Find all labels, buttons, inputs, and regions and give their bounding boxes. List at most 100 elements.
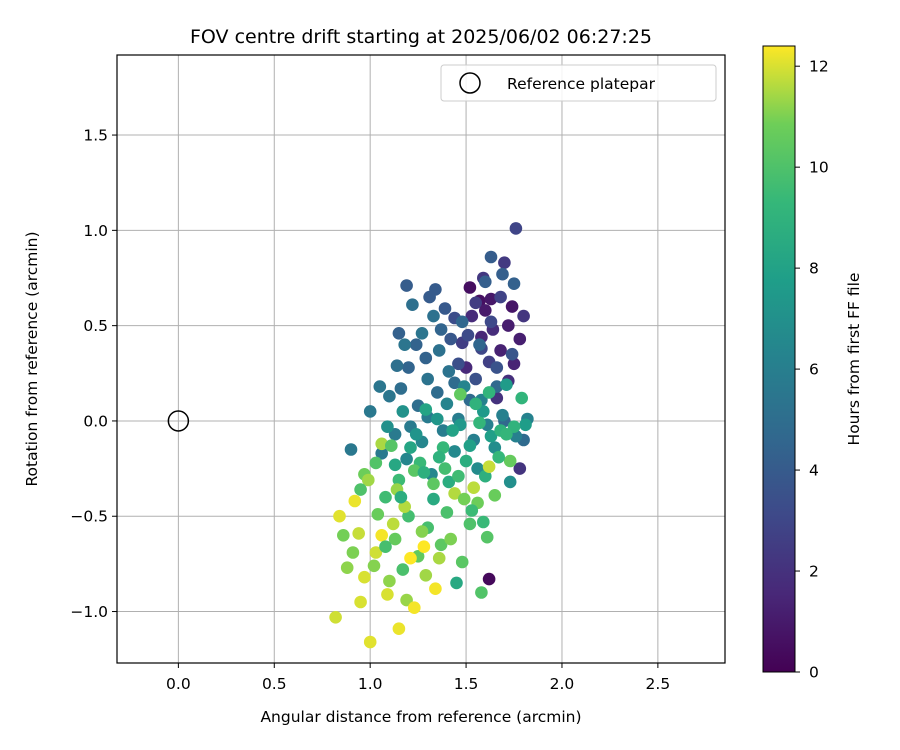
data-point — [440, 506, 454, 519]
y-tick-label: 0.5 — [83, 317, 108, 335]
data-point — [503, 475, 517, 489]
legend-entry-label: Reference platepar — [507, 75, 656, 93]
data-point — [402, 509, 415, 523]
data-point — [419, 351, 433, 365]
data-point — [479, 469, 492, 483]
data-point — [507, 277, 521, 291]
data-point — [390, 359, 404, 373]
data-point — [367, 559, 381, 573]
colorbar-tick-label: 4 — [809, 462, 819, 480]
data-point — [385, 439, 398, 453]
data-point — [513, 462, 527, 475]
data-point — [362, 473, 375, 487]
data-point — [417, 540, 431, 553]
data-point — [442, 365, 456, 378]
data-point — [432, 344, 446, 357]
data-point — [369, 456, 383, 470]
data-point — [373, 380, 387, 393]
data-point — [396, 405, 410, 418]
data-point — [496, 408, 509, 422]
data-point — [492, 450, 506, 464]
data-point — [358, 570, 371, 584]
y-tick-label: −1.0 — [70, 603, 108, 621]
x-axis-ticks: 0.0 0.5 1.0 1.5 2.0 2.5 — [166, 663, 670, 693]
data-point — [346, 546, 360, 559]
data-point — [379, 490, 392, 504]
data-point — [352, 527, 366, 540]
data-point — [388, 458, 402, 472]
colorbar-tick-label: 10 — [809, 159, 829, 177]
data-point — [498, 256, 511, 270]
data-points — [329, 222, 534, 649]
data-point — [479, 275, 492, 289]
y-tick-label: 1.0 — [83, 222, 108, 240]
data-point — [509, 429, 523, 443]
data-point — [419, 403, 433, 416]
x-tick-label: 0.5 — [262, 675, 287, 693]
x-tick-label: 1.5 — [454, 675, 479, 693]
data-point — [363, 635, 377, 649]
data-point — [442, 475, 456, 489]
data-point — [519, 418, 532, 432]
legend: Reference platepar — [440, 64, 717, 102]
data-point — [482, 386, 496, 399]
data-point — [354, 595, 367, 609]
data-point — [490, 361, 504, 374]
y-axis-ticks: −1.0 −0.5 0.0 0.5 1.0 1.5 — [70, 127, 117, 621]
data-point — [469, 372, 483, 386]
data-point — [408, 601, 421, 614]
colorbar-tick-label: 12 — [809, 58, 829, 76]
plot-frame — [116, 54, 726, 664]
data-point — [427, 492, 440, 506]
data-point — [392, 473, 406, 487]
data-point — [409, 338, 423, 352]
data-point — [392, 622, 406, 635]
data-point — [471, 462, 484, 475]
data-point — [484, 250, 498, 264]
data-point — [461, 328, 475, 342]
legend-marker — [459, 72, 481, 94]
data-point — [463, 517, 477, 531]
data-point — [375, 529, 389, 542]
data-point — [482, 460, 496, 474]
data-point — [421, 372, 435, 386]
x-tick-label: 2.0 — [550, 675, 575, 693]
data-point — [348, 494, 362, 508]
colorbar-label: Hours from first FF file — [845, 273, 863, 446]
data-point — [463, 281, 477, 294]
data-point — [509, 222, 523, 235]
data-point — [415, 525, 429, 538]
data-point — [448, 487, 461, 500]
legend-box — [440, 64, 717, 102]
data-point — [429, 582, 442, 595]
data-point — [440, 397, 454, 411]
x-axis-label: Angular distance from reference (arcmin) — [260, 708, 581, 726]
data-point — [417, 466, 431, 479]
data-point — [402, 361, 415, 374]
data-point — [434, 538, 448, 552]
data-point — [394, 382, 408, 395]
data-point — [494, 290, 507, 304]
data-point — [388, 428, 402, 441]
data-point — [488, 441, 502, 454]
data-point — [337, 529, 350, 542]
y-axis-label: Rotation from reference (arcmin) — [23, 231, 41, 486]
data-point — [432, 551, 446, 565]
data-point — [369, 546, 383, 559]
chart-title: FOV centre drift starting at 2025/06/02 … — [190, 26, 652, 48]
data-point — [473, 416, 486, 430]
colorbar-ticks: 0 2 4 6 8 10 12 — [795, 58, 829, 682]
data-point — [375, 437, 389, 451]
data-point — [494, 344, 507, 357]
data-point — [446, 424, 459, 437]
data-point — [502, 319, 515, 332]
data-point — [333, 509, 346, 523]
data-point — [375, 447, 389, 460]
data-point — [379, 540, 392, 553]
data-point — [404, 551, 417, 565]
data-point — [381, 588, 394, 601]
data-point — [371, 508, 385, 521]
data-point — [500, 378, 513, 392]
data-point — [517, 309, 530, 323]
data-point — [477, 515, 490, 529]
